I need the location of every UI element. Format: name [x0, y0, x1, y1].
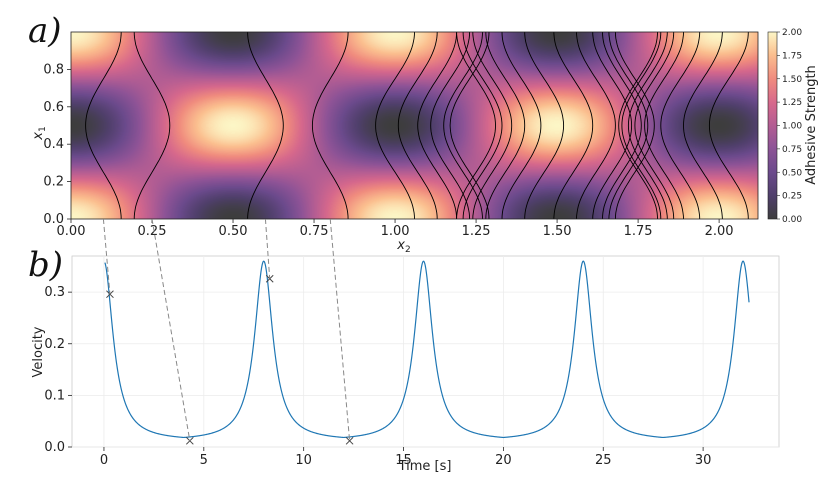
heatmap-x-axis-label: x2 — [396, 238, 410, 255]
trajectory-line — [456, 32, 496, 219]
velocity-y-ticks: 0.0 0.1 0.2 0.3 — [44, 285, 72, 455]
heatmap-y-axis-label: x1 — [31, 126, 48, 140]
x-tick-label: 10 — [295, 453, 312, 468]
trajectory-lines — [85, 32, 749, 219]
y-tick-label: 0.0 — [43, 212, 64, 227]
x-tick-label: 0.50 — [219, 224, 248, 239]
trajectory-line — [602, 32, 642, 219]
trajectory-line — [311, 32, 349, 219]
velocity-x-axis-label: Time [s] — [398, 459, 452, 474]
connector-line — [264, 218, 271, 279]
x-tick-label: 25 — [595, 453, 612, 468]
trajectory-line — [375, 32, 415, 219]
trajectory-line — [417, 32, 458, 219]
trajectory-line — [614, 32, 655, 219]
trajectory-line — [708, 32, 749, 219]
x-tick-label: 1.50 — [543, 224, 572, 239]
trajectory-line — [449, 32, 490, 219]
x-tick-label: 2.00 — [705, 224, 734, 239]
connector-line — [151, 218, 191, 441]
y-tick-label: 0.4 — [43, 137, 64, 152]
trajectory-line — [592, 32, 633, 219]
y-tick-label: 0.6 — [43, 100, 64, 115]
colorbar-tick-label: 1.50 — [782, 75, 802, 85]
trajectory-line — [524, 32, 565, 219]
x-tick-label: 0.00 — [57, 224, 86, 239]
trajectory-line — [660, 32, 701, 219]
trajectory-line — [430, 32, 471, 219]
x-tick-label: 0.75 — [300, 224, 329, 239]
x-tick-label: 1.25 — [462, 224, 491, 239]
colorbar-tick-label: 0.75 — [782, 145, 802, 155]
trajectory-line — [608, 32, 649, 219]
trajectory-line — [397, 32, 438, 219]
trajectory-line — [462, 32, 503, 219]
trajectory-line — [576, 32, 616, 219]
connector-line — [102, 218, 111, 295]
trajectory-line — [683, 32, 723, 219]
trajectory-line — [247, 32, 284, 219]
x-tick-label: 30 — [695, 453, 712, 468]
colorbar-tick-label: 0.00 — [782, 215, 802, 225]
y-tick-label: 0.1 — [44, 388, 65, 403]
colorbar-tick-label: 2.00 — [782, 28, 802, 38]
x-tick-label: 0.25 — [138, 224, 167, 239]
y-tick-label: 0.3 — [44, 285, 65, 300]
x-tick-label: 15 — [395, 453, 412, 468]
velocity-y-axis-label: Velocity — [31, 326, 46, 377]
heatmap-y-ticks: 0.0 0.2 0.4 0.6 0.8 — [43, 62, 71, 227]
velocity-series-line — [104, 260, 750, 439]
y-tick-label: 0.2 — [44, 337, 65, 352]
velocity-plot-frame — [71, 255, 780, 448]
colorbar-tick-label: 1.00 — [782, 122, 802, 132]
x-tick-label: 5 — [200, 453, 208, 468]
trajectory-line — [485, 32, 526, 219]
velocity-grid — [72, 256, 779, 448]
y-tick-label: 0.2 — [43, 175, 64, 190]
heatmap-area — [71, 32, 758, 219]
velocity-x-ticks: 0 5 10 15 20 25 30 — [100, 447, 712, 468]
x-marker — [345, 436, 354, 445]
colorbar-tick-label: 1.75 — [782, 51, 802, 61]
connector-line — [329, 218, 351, 441]
x-tick-label: 1.00 — [381, 224, 410, 239]
x-tick-label: 0 — [100, 453, 108, 468]
colorbar-tick-label: 0.50 — [782, 168, 802, 178]
x-tick-label: 20 — [495, 453, 512, 468]
trajectory-line — [621, 32, 662, 219]
colorbar — [767, 31, 778, 220]
y-tick-label: 0.8 — [43, 62, 64, 77]
trajectory-line — [133, 32, 171, 219]
trajectory-line — [472, 32, 513, 219]
trajectory-line — [634, 32, 675, 219]
colorbar-tick-label: 0.25 — [782, 192, 802, 202]
trajectory-line — [553, 32, 594, 219]
trajectory-line — [627, 32, 668, 219]
heatmap-frame — [70, 31, 759, 220]
y-tick-label: 0.0 — [44, 440, 65, 455]
x-marker-stroke — [345, 436, 354, 445]
x-tick-label: 1.75 — [624, 224, 653, 239]
trajectory-line — [644, 32, 684, 219]
trajectory-line — [501, 32, 542, 219]
colorbar-ticks: 0.00 0.25 0.50 0.75 1.00 1.25 1.50 1.75 2.00 — [777, 28, 802, 225]
colorbar-tick-label: 1.25 — [782, 98, 802, 108]
connector-lines — [102, 218, 351, 441]
heatmap-x-ticks: 0.00 0.25 0.50 0.75 1.00 1.25 1.50 1.75 2.00 — [57, 219, 734, 239]
panel-b-label: b) — [28, 245, 63, 285]
colorbar-label: Adhesive Strength — [804, 65, 819, 185]
panel-a-label: a) — [28, 11, 62, 51]
trajectory-line — [618, 32, 658, 219]
trajectory-line — [85, 32, 122, 219]
